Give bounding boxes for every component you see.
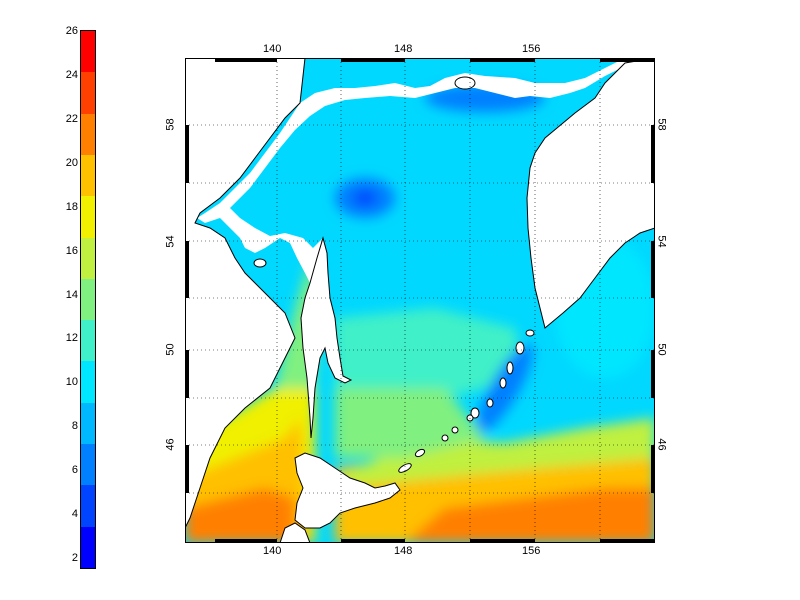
lat-label-right-2: 50 <box>655 343 668 356</box>
colorbar-label: 10 <box>65 376 78 389</box>
colorbar-segment <box>81 113 95 156</box>
lon-label-bottom-0: 140 <box>263 545 282 557</box>
frame-tick-bar <box>651 350 655 398</box>
frame-tick-bar <box>215 58 277 62</box>
lat-label-left-3: 46 <box>164 438 177 451</box>
land-kuril-3 <box>506 361 514 375</box>
sst-pacific-green <box>335 418 655 488</box>
sst-okhotsk-mid-green <box>335 308 525 398</box>
colorbar <box>80 30 96 569</box>
land-kuril-1 <box>525 329 535 337</box>
frame-tick-bar <box>470 58 535 62</box>
frame-tick-bar <box>185 125 189 183</box>
frame-tick-bar <box>341 58 405 62</box>
land <box>185 58 655 543</box>
colorbar-segment <box>81 361 95 404</box>
colorbar-segment <box>81 485 95 528</box>
frame-tick-bar <box>185 350 189 398</box>
colorbar-label: 2 <box>71 552 78 564</box>
colorbar-segment <box>81 444 95 486</box>
colorbar-segment <box>81 402 95 445</box>
land-kuril-10 <box>414 448 426 458</box>
land-kuril-4 <box>499 377 507 389</box>
colorbar-label: 16 <box>65 244 78 257</box>
colorbar-label: 6 <box>71 464 78 477</box>
land-north-island <box>454 76 476 90</box>
colorbar-segment <box>81 237 95 280</box>
frame-ticks <box>185 58 655 543</box>
colorbar-segment <box>81 320 95 362</box>
land-kuril-5 <box>486 398 494 408</box>
lon-label-bottom-1: 148 <box>394 545 413 557</box>
land-kuril-11 <box>398 463 412 473</box>
lat-label-right-1: 54 <box>655 235 668 248</box>
frame-tick-bar <box>600 539 655 543</box>
lat-label-right-3: 46 <box>655 438 668 451</box>
colorbar-segment <box>81 72 95 115</box>
colorbar-label: 14 <box>65 288 78 301</box>
land-kamchatka <box>526 58 655 329</box>
colorbar-segment <box>81 31 95 73</box>
land-siberia-mainland <box>185 58 655 283</box>
sst-pacific-south-hot <box>405 488 655 543</box>
map-frame <box>185 58 655 543</box>
colorbar-segment <box>81 278 95 321</box>
colorbar-segment <box>81 154 95 197</box>
graticule <box>185 58 655 543</box>
frame-tick-bar <box>185 445 189 493</box>
lon-label-top-0: 140 <box>263 43 282 55</box>
land-kuril-9 <box>441 434 449 442</box>
frame-tick-bar <box>651 241 655 298</box>
colorbar-segment <box>81 196 95 239</box>
land-kuril-6 <box>470 407 480 419</box>
map-svg <box>185 58 655 543</box>
map-border <box>185 58 655 543</box>
land-kuril-8 <box>451 426 459 434</box>
frame-tick-bar <box>600 58 655 62</box>
lat-label-right-0: 58 <box>655 118 668 131</box>
colorbar-label: 12 <box>65 332 78 345</box>
colorbar-label: 26 <box>65 25 78 37</box>
land-kuril-2 <box>515 341 525 355</box>
colorbar-label: 18 <box>65 200 78 213</box>
frame-tick-bar <box>185 241 189 298</box>
frame-tick-bar <box>651 125 655 183</box>
land-primorye <box>185 58 306 529</box>
colorbar-label: 20 <box>65 156 78 169</box>
lon-label-top-1: 148 <box>394 43 413 55</box>
frame-tick-bar <box>341 539 405 543</box>
lon-label-top-2: 156 <box>522 43 541 55</box>
sst-okhotsk-south-green <box>335 388 485 458</box>
land-sakhalin <box>300 236 353 439</box>
sst-cold-core-inner <box>353 190 377 206</box>
colorbar-label: 4 <box>71 508 78 521</box>
colorbar-label: 24 <box>65 68 78 81</box>
land-shantar <box>253 258 267 268</box>
colorbar-label: 8 <box>71 420 78 433</box>
frame-tick-bar <box>470 539 535 543</box>
land-honshu <box>279 522 311 543</box>
lat-label-left-0: 58 <box>164 118 177 131</box>
lon-label-bottom-2: 156 <box>522 545 541 557</box>
sst-cold-kuril <box>477 344 533 432</box>
lat-label-left-1: 54 <box>164 235 177 248</box>
lat-label-left-2: 50 <box>164 343 177 356</box>
sst-hot-japan-sea <box>185 488 295 543</box>
colorbar-label: 22 <box>65 112 78 125</box>
frame-tick-bar <box>215 539 277 543</box>
colorbar-segment <box>81 526 95 569</box>
frame-tick-bar <box>651 445 655 493</box>
land-hokkaido <box>294 452 401 529</box>
